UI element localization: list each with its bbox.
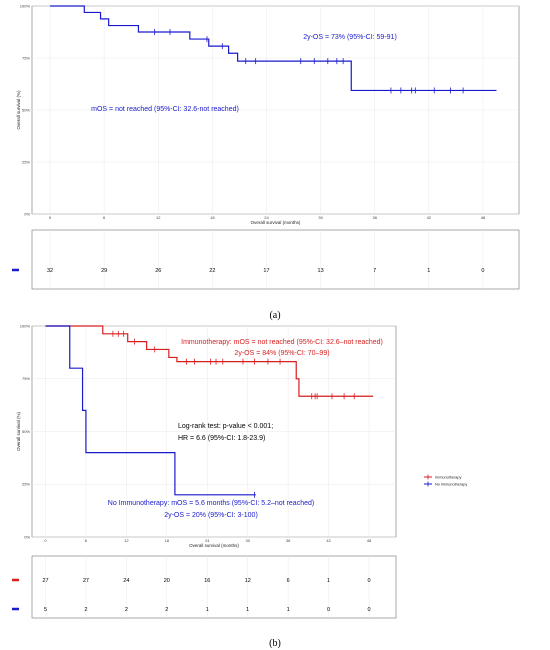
x-tick-label: 12 — [124, 538, 129, 543]
risk-count: 32 — [47, 268, 53, 274]
x-tick-label: 48 — [481, 215, 486, 220]
panel-b-caption: (b) — [269, 638, 281, 649]
y-tick-label: 25% — [22, 159, 30, 164]
panel-b: 0 6 12 18 24 30 36 42 480%25%50%75%100%Overall s… — [12, 323, 467, 619]
x-tick-label: 48 — [367, 538, 372, 543]
x-axis-label: Overall survival (months) — [251, 220, 301, 225]
x-tick-label: 12 — [156, 215, 161, 220]
risk-count: 1 — [246, 607, 249, 613]
y-tick-label: 75% — [22, 376, 30, 381]
risk-count: 0 — [481, 268, 484, 274]
x-tick-label: 42 — [427, 215, 432, 220]
risk-count: 2 — [165, 607, 168, 613]
risk-count: 0 — [327, 607, 330, 613]
survival-curve — [45, 325, 256, 496]
annotation: 2y-OS = 73% (95%-CI: 59-91) — [303, 34, 397, 41]
survival-curve — [50, 5, 497, 92]
legend-label: No Immunotherapy — [435, 482, 467, 486]
risk-count: 17 — [263, 268, 269, 274]
annotation: HR = 6.6 (95%-CI: 1.8-23.9) — [178, 435, 265, 442]
y-tick-label: 0% — [24, 534, 30, 539]
risk-count: 24 — [123, 578, 129, 584]
y-tick-label: 0% — [24, 211, 30, 216]
risk-count: 7 — [373, 268, 376, 274]
x-tick-label: 24 — [205, 538, 210, 543]
risk-count: 29 — [101, 268, 107, 274]
annotation: No Immunotherapy: mOS = 5.6 months (95%-… — [108, 500, 314, 507]
risk-count: 0 — [368, 607, 371, 613]
annotation: Immunotherapy: mOS = not reached (95%-CI… — [181, 339, 383, 346]
x-tick-label: 30 — [318, 215, 323, 220]
x-tick-label: 42 — [326, 538, 331, 543]
panel-a: 0 6 12 18 24 30 36 42 48 0% 25% 50% 75% 100% Overall s… — [12, 3, 520, 290]
x-tick-label: 0 — [44, 538, 47, 543]
risk-count: 1 — [206, 607, 209, 613]
y-tick-label: 50% — [22, 429, 30, 434]
y-tick-label: 25% — [22, 482, 30, 487]
legend-label: Immunotherapy — [435, 475, 461, 479]
survival-curve — [45, 325, 374, 397]
risk-count: 27 — [42, 578, 48, 584]
annotation: 2y-OS = 84% (95%-CI: 70–99) — [234, 350, 329, 357]
annotation: Log-rank test: p-value < 0.001; — [178, 423, 273, 430]
annotation: 2y-OS = 20% (95%-CI: 3-100) — [164, 512, 258, 519]
risk-count: 5 — [44, 607, 47, 613]
x-tick-label: 24 — [264, 215, 269, 220]
risk-table-frame — [31, 229, 520, 290]
x-tick-label: 18 — [165, 538, 170, 543]
risk-count: 26 — [155, 268, 161, 274]
x-tick-label: 6 — [103, 215, 106, 220]
y-axis-label: Overall survival (%) — [16, 412, 21, 452]
x-tick-label: 36 — [372, 215, 377, 220]
x-tick-label: 6 — [85, 538, 88, 543]
risk-count: 13 — [318, 268, 324, 274]
risk-count: 27 — [83, 578, 89, 584]
risk-count: 6 — [287, 578, 290, 584]
risk-table-frame — [31, 555, 397, 619]
x-tick-label: 30 — [245, 538, 250, 543]
x-axis-label: Overall survival (months) — [189, 543, 239, 548]
x-tick-label: 0 — [49, 215, 52, 220]
y-tick-label: 100% — [20, 3, 31, 8]
y-tick-label: 100% — [20, 323, 31, 328]
risk-count: 1 — [427, 268, 430, 274]
y-tick-label: 50% — [22, 107, 30, 112]
risk-count: 2 — [125, 607, 128, 613]
risk-count: 2 — [84, 607, 87, 613]
y-tick-label: 75% — [22, 55, 30, 60]
risk-count: 1 — [327, 578, 330, 584]
annotation: mOS = not reached (95%-CI: 32.6-not reac… — [91, 106, 239, 113]
x-tick-label: 36 — [286, 538, 291, 543]
risk-count: 20 — [164, 578, 170, 584]
x-tick-label: 18 — [210, 215, 215, 220]
y-axis-label: Overall survival (%) — [16, 90, 21, 130]
risk-count: 16 — [204, 578, 210, 584]
risk-count: 0 — [368, 578, 371, 584]
risk-count: 1 — [287, 607, 290, 613]
risk-count: 22 — [209, 268, 215, 274]
risk-count: 12 — [245, 578, 251, 584]
panel-a-caption: (a) — [269, 310, 280, 321]
